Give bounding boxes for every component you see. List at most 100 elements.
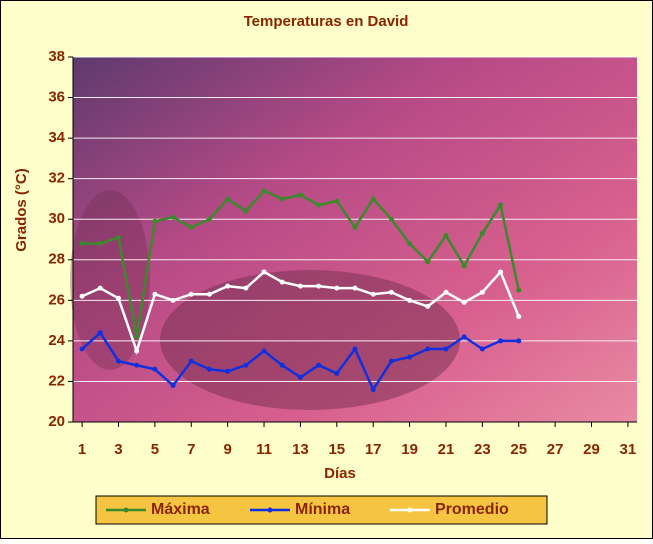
point (316, 283, 322, 289)
point (115, 295, 121, 301)
point (115, 234, 121, 240)
point (97, 285, 103, 291)
point (188, 291, 194, 297)
point (407, 354, 413, 360)
y-tick-label: 22 (48, 372, 65, 389)
legend-label: Promedio (435, 501, 509, 518)
point (261, 188, 267, 194)
x-tick-label: 11 (256, 441, 272, 458)
point (498, 338, 504, 344)
point (243, 285, 249, 291)
point (479, 289, 485, 295)
y-tick-label: 36 (48, 89, 65, 106)
point (407, 241, 413, 247)
point (461, 263, 467, 269)
point (425, 259, 431, 265)
point (352, 285, 358, 291)
point (261, 269, 267, 275)
point (261, 348, 267, 354)
point (334, 285, 340, 291)
point (443, 289, 449, 295)
point (279, 279, 285, 285)
x-tick-label: 29 (583, 441, 600, 458)
x-tick-label: 17 (365, 441, 382, 458)
point (334, 198, 340, 204)
point (79, 293, 85, 299)
x-tick-label: 25 (510, 441, 527, 458)
point (206, 216, 212, 222)
point (316, 362, 322, 368)
point (516, 338, 522, 344)
cloud (70, 190, 150, 370)
y-tick-label: 38 (48, 48, 65, 65)
point (170, 297, 176, 303)
point (243, 362, 249, 368)
x-tick-label: 31 (620, 441, 637, 458)
x-tick-label: 3 (114, 441, 122, 458)
point (461, 334, 467, 340)
x-tick-label: 1 (78, 441, 86, 458)
point (206, 366, 212, 372)
point (316, 202, 322, 208)
y-tick-label: 28 (48, 251, 65, 268)
point (206, 291, 212, 297)
legend-label: Máxima (151, 501, 210, 518)
point (134, 362, 140, 368)
point (279, 196, 285, 202)
point (115, 358, 121, 364)
point (388, 216, 394, 222)
x-tick-label: 15 (328, 441, 345, 458)
point (370, 387, 376, 393)
y-tick-label: 30 (48, 210, 65, 227)
point (425, 303, 431, 309)
legend-marker (267, 507, 273, 513)
point (352, 346, 358, 352)
x-tick-label: 27 (547, 441, 564, 458)
point (225, 283, 231, 289)
point (134, 334, 140, 340)
chart-title: Temperaturas en David (244, 13, 409, 30)
point (407, 297, 413, 303)
point (297, 374, 303, 380)
point (461, 299, 467, 305)
point (516, 314, 522, 320)
point (134, 348, 140, 354)
legend-marker (407, 507, 413, 513)
point (498, 202, 504, 208)
x-tick-label: 9 (223, 441, 231, 458)
point (188, 358, 194, 364)
point (297, 192, 303, 198)
x-tick-label: 13 (292, 441, 309, 458)
point (443, 232, 449, 238)
x-tick-label: 23 (474, 441, 491, 458)
point (352, 224, 358, 230)
point (370, 196, 376, 202)
plot-area (73, 57, 637, 422)
point (225, 196, 231, 202)
point (498, 269, 504, 275)
x-axis-label: Días (324, 465, 356, 482)
point (479, 346, 485, 352)
point (370, 291, 376, 297)
point (479, 230, 485, 236)
point (243, 208, 249, 214)
point (79, 346, 85, 352)
point (170, 214, 176, 220)
x-tick-label: 7 (187, 441, 195, 458)
point (443, 346, 449, 352)
point (97, 330, 103, 336)
point (225, 368, 231, 374)
y-axis-label: Grados (°C) (13, 168, 30, 252)
legend-label: Mínima (295, 501, 350, 518)
point (279, 362, 285, 368)
point (334, 370, 340, 376)
point (152, 366, 158, 372)
point (170, 383, 176, 388)
x-tick-label: 19 (401, 441, 418, 458)
y-tick-label: 20 (48, 413, 65, 430)
point (388, 289, 394, 295)
y-tick-label: 32 (48, 170, 65, 187)
legend-box (95, 495, 548, 525)
point (516, 287, 522, 293)
y-tick-label: 24 (48, 332, 65, 349)
